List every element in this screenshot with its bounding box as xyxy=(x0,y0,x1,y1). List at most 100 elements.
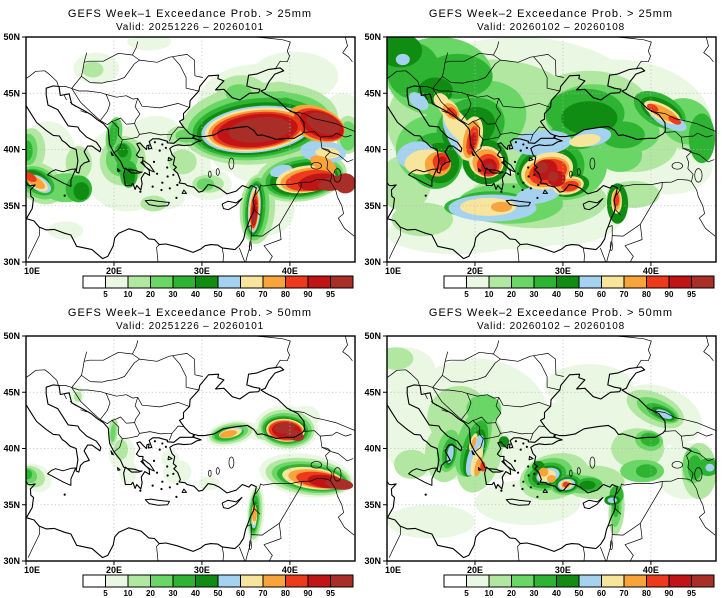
border-path xyxy=(387,70,420,87)
border-path xyxy=(444,52,449,63)
colorbar-segment xyxy=(127,574,151,588)
colorbar-tick-label: 60 xyxy=(597,589,606,598)
lat-axis-label: 50N xyxy=(364,331,381,341)
small-island-dot xyxy=(527,175,530,178)
border-path xyxy=(444,351,449,362)
border-path xyxy=(662,178,692,183)
border-path xyxy=(533,355,560,391)
small-island-dot xyxy=(424,194,427,197)
colorbar-segment xyxy=(150,574,174,588)
border-path xyxy=(71,88,101,121)
lake-outline xyxy=(228,157,235,170)
contour-blob xyxy=(228,117,292,143)
colorbar-segment xyxy=(623,574,647,588)
contour-blob xyxy=(490,201,512,212)
colorbar-segment xyxy=(578,574,602,588)
contour-blob xyxy=(127,37,172,51)
border-path xyxy=(251,523,280,536)
lat-axis-label: 40N xyxy=(3,444,20,454)
border-path xyxy=(493,41,500,56)
border-path xyxy=(682,148,715,163)
border-path xyxy=(172,54,203,78)
island-outline xyxy=(542,488,548,493)
island-outline xyxy=(478,467,482,471)
border-path xyxy=(330,181,355,237)
small-island-dot xyxy=(175,495,178,498)
border-path xyxy=(612,224,641,237)
border-path xyxy=(321,148,354,163)
small-island-dot xyxy=(168,486,171,489)
border-path xyxy=(517,543,521,561)
small-island-dot xyxy=(521,487,524,491)
border-path xyxy=(445,351,501,362)
lat-axis-label: 40N xyxy=(3,145,20,155)
border-path xyxy=(111,420,123,453)
border-path xyxy=(26,369,59,386)
small-island-dot xyxy=(151,185,154,188)
island-outline xyxy=(144,498,170,506)
border-path xyxy=(238,546,246,561)
colorbar-tick-label: 90 xyxy=(665,589,674,598)
border-path xyxy=(495,397,502,423)
border-path xyxy=(221,247,224,262)
colorbar-tick-label: 60 xyxy=(597,290,606,299)
border-path xyxy=(69,400,77,407)
colorbar-tick-label: 50 xyxy=(575,290,584,299)
contour-blob xyxy=(640,432,660,447)
lat-axis-label: 45N xyxy=(3,88,20,98)
border-path xyxy=(495,98,502,124)
border-path xyxy=(607,225,613,228)
coastline-path xyxy=(387,67,666,260)
contour-blob xyxy=(117,143,129,158)
colorbar-tick-label: 10 xyxy=(124,290,133,299)
colorbar-segment xyxy=(172,574,196,588)
colorbar-segment xyxy=(240,574,264,588)
lake-outline xyxy=(208,170,212,178)
border-path xyxy=(26,70,59,87)
border-path xyxy=(172,56,199,92)
border-path xyxy=(139,132,169,136)
small-island-dot xyxy=(500,190,503,193)
colorbar-tick-label: 20 xyxy=(507,290,516,299)
border-path xyxy=(467,94,499,100)
border-path xyxy=(387,369,420,386)
border-path xyxy=(606,524,613,561)
lake-outline xyxy=(215,467,220,475)
colorbar-tick-label: 60 xyxy=(236,589,245,598)
border-path xyxy=(432,387,462,420)
border-path xyxy=(319,137,331,153)
contour-blob xyxy=(687,455,702,480)
island-outline xyxy=(582,197,604,211)
lat-axis-label: 35N xyxy=(364,201,381,211)
colorbar-tick-label: 20 xyxy=(146,589,155,598)
island-outline xyxy=(167,455,173,461)
small-island-dot xyxy=(537,183,540,187)
border-path xyxy=(246,225,252,228)
contour-blob xyxy=(395,53,410,66)
border-path xyxy=(342,336,353,362)
contour-blob xyxy=(535,161,548,174)
island-outline xyxy=(167,156,173,162)
border-path xyxy=(84,351,140,362)
colorbar-segment xyxy=(601,574,625,588)
colorbar-tick-label: 5 xyxy=(103,589,108,598)
island-outline xyxy=(117,168,121,172)
colorbar-segment xyxy=(556,275,580,289)
border-path xyxy=(500,431,530,435)
colorbar-segment xyxy=(172,275,196,289)
border-path xyxy=(467,393,499,399)
contour-blob xyxy=(470,445,484,477)
colorbar-segment xyxy=(533,574,557,588)
colorbar-segment xyxy=(307,275,331,289)
colorbar-tick-label: 60 xyxy=(236,290,245,299)
small-island-dot xyxy=(172,472,175,475)
island-outline xyxy=(501,459,516,472)
border-path xyxy=(134,123,140,135)
border-path xyxy=(639,481,663,524)
lake-outline xyxy=(589,157,596,170)
lat-axis-label: 35N xyxy=(3,500,20,510)
border-path xyxy=(137,397,190,408)
border-path xyxy=(301,477,331,482)
colorbar-segment xyxy=(217,574,241,588)
border-path xyxy=(680,436,692,452)
